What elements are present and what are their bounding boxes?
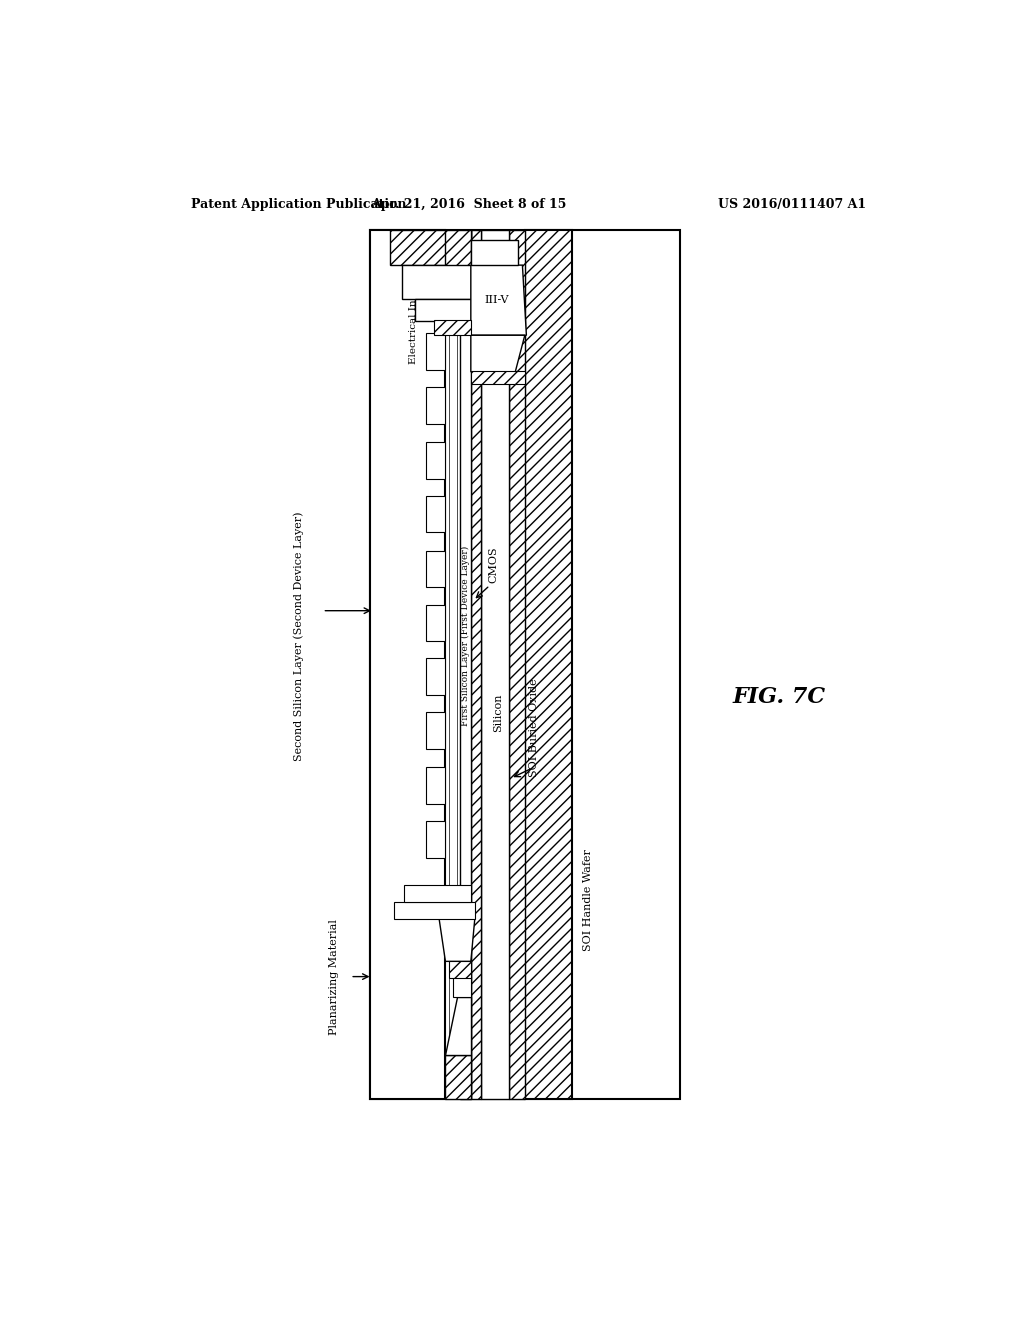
Bar xyxy=(445,1055,471,1098)
Bar xyxy=(394,903,475,919)
Bar xyxy=(524,230,572,1098)
Bar xyxy=(370,230,680,1098)
Text: Apr. 21, 2016  Sheet 8 of 15: Apr. 21, 2016 Sheet 8 of 15 xyxy=(372,198,567,211)
Bar xyxy=(426,821,445,858)
Bar xyxy=(445,230,471,276)
Text: Silicon: Silicon xyxy=(494,693,504,731)
Text: First Silicon Layer (First Device Layer): First Silicon Layer (First Device Layer) xyxy=(461,546,470,726)
Bar xyxy=(471,371,524,384)
Bar xyxy=(471,230,481,1098)
Bar xyxy=(433,319,471,335)
Text: Planarizing Material: Planarizing Material xyxy=(330,919,339,1035)
Bar xyxy=(509,230,524,1098)
Text: CMOS: CMOS xyxy=(488,546,498,583)
Bar xyxy=(401,265,471,298)
Bar xyxy=(460,230,471,1098)
Bar xyxy=(426,496,445,532)
Bar xyxy=(404,886,471,903)
Text: Patent Application Publication: Patent Application Publication xyxy=(191,198,407,211)
Bar xyxy=(426,605,445,642)
Bar xyxy=(390,230,471,265)
Bar xyxy=(426,713,445,748)
Text: Electrical Interconnects: Electrical Interconnects xyxy=(410,238,418,364)
Bar xyxy=(426,767,445,804)
Text: Second Silicon Layer (Second Device Layer): Second Silicon Layer (Second Device Laye… xyxy=(293,511,304,760)
Text: III-V: III-V xyxy=(484,296,509,305)
Bar xyxy=(426,659,445,696)
Polygon shape xyxy=(439,919,475,961)
Polygon shape xyxy=(471,240,518,265)
Bar xyxy=(450,230,458,1098)
Text: FIG. 7C: FIG. 7C xyxy=(732,686,825,708)
Text: SOI Handle Wafer: SOI Handle Wafer xyxy=(584,850,593,952)
Bar xyxy=(426,550,445,587)
Polygon shape xyxy=(445,997,471,1055)
Polygon shape xyxy=(471,335,524,372)
Polygon shape xyxy=(471,265,526,335)
Bar xyxy=(454,977,471,997)
Bar xyxy=(416,298,471,321)
Bar xyxy=(481,230,509,1098)
Text: SOI Buried Oxide: SOI Buried Oxide xyxy=(529,678,540,777)
Bar xyxy=(426,333,445,370)
Text: US 2016/0111407 A1: US 2016/0111407 A1 xyxy=(718,198,866,211)
Bar xyxy=(450,961,471,978)
Bar xyxy=(426,387,445,424)
Bar xyxy=(426,442,445,479)
Bar xyxy=(370,230,445,1098)
